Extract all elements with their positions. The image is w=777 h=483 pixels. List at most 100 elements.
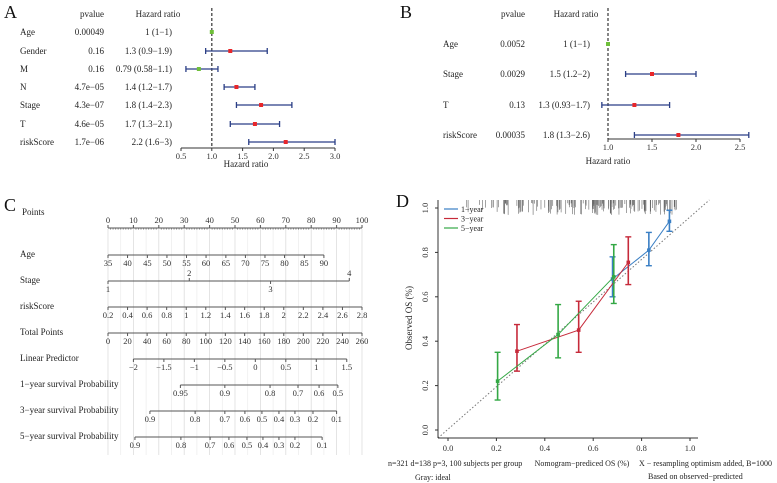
note-resampling: X − resampling optimism added, B=1000 bbox=[639, 459, 772, 468]
row-hazard-ratio: 1 (1−1) bbox=[563, 39, 590, 49]
hr-point bbox=[196, 67, 201, 71]
x-tick-label: 3.0 bbox=[330, 151, 341, 161]
row-hazard-ratio: 0.79 (0.58−1.1) bbox=[116, 64, 172, 74]
x-tick-label: 0.8 bbox=[636, 443, 647, 453]
scale-tick-label: 0.5 bbox=[242, 440, 253, 450]
row-label: riskScore bbox=[20, 137, 54, 147]
scale-tick-label: 180 bbox=[277, 336, 290, 346]
row-label: riskScore bbox=[443, 130, 477, 140]
series-line-3 bbox=[497, 276, 615, 382]
scale-tick-label: 40 bbox=[143, 336, 152, 346]
x-tick-label: 1.0 bbox=[603, 142, 614, 152]
scale-tick-label: 40 bbox=[205, 215, 214, 225]
legend-label: 1−year bbox=[461, 205, 484, 214]
row-label: Stage bbox=[20, 100, 40, 110]
row-label: M bbox=[20, 64, 28, 74]
scale-tick-label: 0.4 bbox=[122, 310, 133, 320]
scale-tick-label: 2.2 bbox=[298, 310, 309, 320]
scale-tick-label: 0.2 bbox=[103, 310, 114, 320]
scale-tick-label: 0.7 bbox=[205, 440, 216, 450]
scale-tick-label: −1 bbox=[190, 362, 199, 372]
scale-tick-label: 0.1 bbox=[331, 414, 342, 424]
row-hazard-ratio: 1.8 (1.3−2.6) bbox=[543, 130, 590, 140]
scale-tick-label: 0 bbox=[106, 336, 110, 346]
panel-letter-c: C bbox=[4, 195, 16, 215]
scale-tick-label: 140 bbox=[238, 336, 251, 346]
x-tick-label: 1.5 bbox=[647, 142, 658, 152]
scale-tick-label: 75 bbox=[261, 258, 270, 268]
hr-point bbox=[259, 103, 264, 107]
calibration-plot: 0.0 0.2 0.4 0.6 0.8 1.0 0.0 0.2 0.4 0.6 0.8 1.0 Obse… bbox=[388, 199, 772, 482]
note-gray-ideal: Gray: ideal bbox=[415, 473, 452, 482]
row-hazard-ratio: 1.4 (1.2−1.7) bbox=[125, 82, 172, 92]
row-hazard-ratio: 1.8 (1.4−2.3) bbox=[125, 100, 172, 110]
row-pvalue: 4.7e−05 bbox=[75, 82, 105, 92]
scale-tick-label: 100 bbox=[356, 215, 369, 225]
scale-tick-label: 55 bbox=[182, 258, 191, 268]
x-tick-label: 0.2 bbox=[491, 443, 502, 453]
scale-tick-label: 10 bbox=[129, 215, 138, 225]
row-label: T bbox=[20, 119, 26, 129]
x-tick-label: 0.4 bbox=[539, 443, 550, 453]
row-pvalue: 1.7e−06 bbox=[75, 137, 105, 147]
scale-tick-label: 0.5 bbox=[257, 414, 268, 424]
data-point bbox=[667, 219, 672, 224]
x-axis-label: Nomogram−prediced OS (%) bbox=[535, 459, 630, 468]
x-tick-label: 2.0 bbox=[268, 151, 279, 161]
data-point bbox=[647, 248, 651, 252]
scale-label: Linear Predictor bbox=[20, 353, 79, 363]
forest-plot-b: pvalue Hazard ratio Age 0.0052 1 (1−1) Stage 0… bbox=[443, 8, 750, 166]
scale-tick-label: 0.5 bbox=[280, 362, 291, 372]
data-point bbox=[515, 349, 519, 353]
row-label: Stage bbox=[443, 69, 463, 79]
header-pvalue: pvalue bbox=[80, 9, 104, 19]
scale-tick-label: 90 bbox=[320, 258, 329, 268]
x-tick-label: 0.6 bbox=[588, 443, 599, 453]
hr-point bbox=[228, 49, 233, 53]
row-hazard-ratio: 1.7 (1.3−2.1) bbox=[125, 119, 172, 129]
scale-tick-label: 4 bbox=[347, 268, 352, 278]
data-point bbox=[626, 260, 631, 265]
scale-tick-label: 80 bbox=[307, 215, 316, 225]
scale-tick-label: 2 bbox=[282, 310, 286, 320]
legend-label: 5−year bbox=[461, 224, 484, 233]
x-tick-label: 0.0 bbox=[443, 443, 454, 453]
header-pvalue: pvalue bbox=[501, 9, 525, 19]
hr-point bbox=[606, 42, 610, 46]
data-point bbox=[611, 275, 616, 279]
row-pvalue: 0.00049 bbox=[75, 27, 105, 37]
y-tick-label: 0.2 bbox=[420, 380, 430, 391]
row-label: N bbox=[20, 82, 27, 92]
scale-label: Points bbox=[22, 207, 45, 217]
scale-tick-label: 1.2 bbox=[200, 310, 211, 320]
scale-tick-label: 0.8 bbox=[176, 440, 187, 450]
panel-letter-a: A bbox=[4, 2, 17, 22]
hr-point bbox=[234, 85, 239, 89]
scale-tick-label: 0.8 bbox=[190, 414, 201, 424]
scale-tick-label: 0.1 bbox=[317, 440, 328, 450]
scale-tick-label: 30 bbox=[180, 215, 189, 225]
scale-label: riskScore bbox=[20, 301, 54, 311]
scale-tick-label: −1.5 bbox=[156, 362, 171, 372]
row-pvalue: 4.3e−07 bbox=[75, 100, 105, 110]
scale-tick-label: 0.6 bbox=[314, 388, 325, 398]
scale-tick-label: 20 bbox=[155, 215, 164, 225]
x-tick-label: 0.5 bbox=[176, 151, 187, 161]
row-hazard-ratio: 2.2 (1.6−3) bbox=[132, 137, 172, 147]
scale-tick-label: 65 bbox=[222, 258, 231, 268]
x-tick-label: 1.0 bbox=[206, 151, 217, 161]
x-axis-label: Hazard ratio bbox=[224, 159, 269, 169]
data-point bbox=[576, 328, 581, 332]
scale-tick-label: 80 bbox=[280, 258, 289, 268]
y-tick-label: 0.4 bbox=[420, 335, 430, 346]
hr-point bbox=[283, 140, 288, 144]
x-axis-label: Hazard ratio bbox=[586, 156, 631, 166]
scale-tick-label: 1.8 bbox=[259, 310, 270, 320]
scale-label: 3−year survival Probability bbox=[20, 405, 119, 415]
scale-tick-label: 0 bbox=[106, 215, 110, 225]
row-hazard-ratio: 1.3 (0.9−1.9) bbox=[125, 46, 172, 56]
scale-tick-label: 1.4 bbox=[220, 310, 231, 320]
scale-tick-label: 0.6 bbox=[240, 414, 251, 424]
